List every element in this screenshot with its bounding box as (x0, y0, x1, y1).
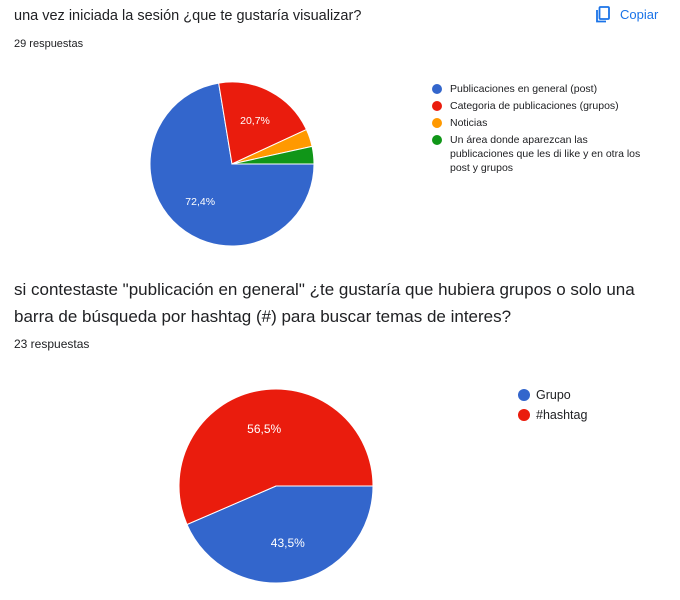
question-title-2: si contestaste "publicación en general" … (14, 280, 635, 326)
chart2-legend-swatch-0 (518, 389, 530, 401)
response-count-1: 29 respuestas (14, 38, 84, 50)
chart2-slice-label-1: 56,5% (247, 422, 281, 436)
chart2-slice-label-0: 43,5% (271, 536, 305, 550)
chart2-legend-label-0: Grupo (536, 388, 571, 402)
copy-icon (596, 6, 610, 23)
chart2-legend-swatch-1 (518, 409, 530, 421)
response-count-2: 23 respuestas (14, 337, 90, 351)
chart2-slice-0 (186, 485, 374, 584)
chart1-legend-label-2: Noticias (450, 117, 488, 129)
legend-2: Grupo #hashtag (518, 387, 587, 427)
chart1-legend-swatch-0 (432, 84, 442, 94)
pie-chart-2: 43,5% 56,5% (178, 388, 374, 584)
chart1-legend-item-0: Publicaciones en general (post) (432, 82, 642, 96)
chart1-slice-1 (218, 81, 308, 165)
question-title-1: una vez iniciada la sesión ¿que te gusta… (14, 8, 362, 24)
chart1-legend-swatch-2 (432, 118, 442, 128)
copy-button[interactable]: Copiar (596, 6, 658, 23)
chart2-legend-item-1: #hashtag (518, 407, 587, 423)
chart1-legend-swatch-3 (432, 135, 442, 145)
chart1-legend-swatch-1 (432, 101, 442, 111)
chart1-legend-label-1: Categoria de publicaciones (grupos) (450, 100, 619, 112)
copy-button-label: Copiar (620, 7, 659, 22)
chart1-legend-label-0: Publicaciones en general (post) (450, 83, 598, 95)
chart1-slice-label-1: 20,7% (240, 115, 270, 127)
legend-1: Publicaciones en general (post) Categoria… (432, 82, 642, 178)
chart2-legend-label-1: #hashtag (536, 408, 588, 422)
chart1-legend-item-3: Un área donde aparezcan las publicacione… (432, 133, 642, 175)
chart1-slice-label-0: 72,4% (185, 196, 215, 208)
chart1-legend-item-2: Noticias (432, 116, 642, 130)
chart2-legend-item-0: Grupo (518, 387, 587, 403)
chart1-legend-item-1: Categoria de publicaciones (grupos) (432, 99, 642, 113)
chart1-legend-label-3: Un área donde aparezcan las publicacione… (450, 134, 641, 174)
pie-chart-1: 72,4% 20,7% (149, 81, 315, 247)
chart1-slice-3 (231, 145, 315, 165)
chart2-slice-1 (178, 388, 374, 526)
